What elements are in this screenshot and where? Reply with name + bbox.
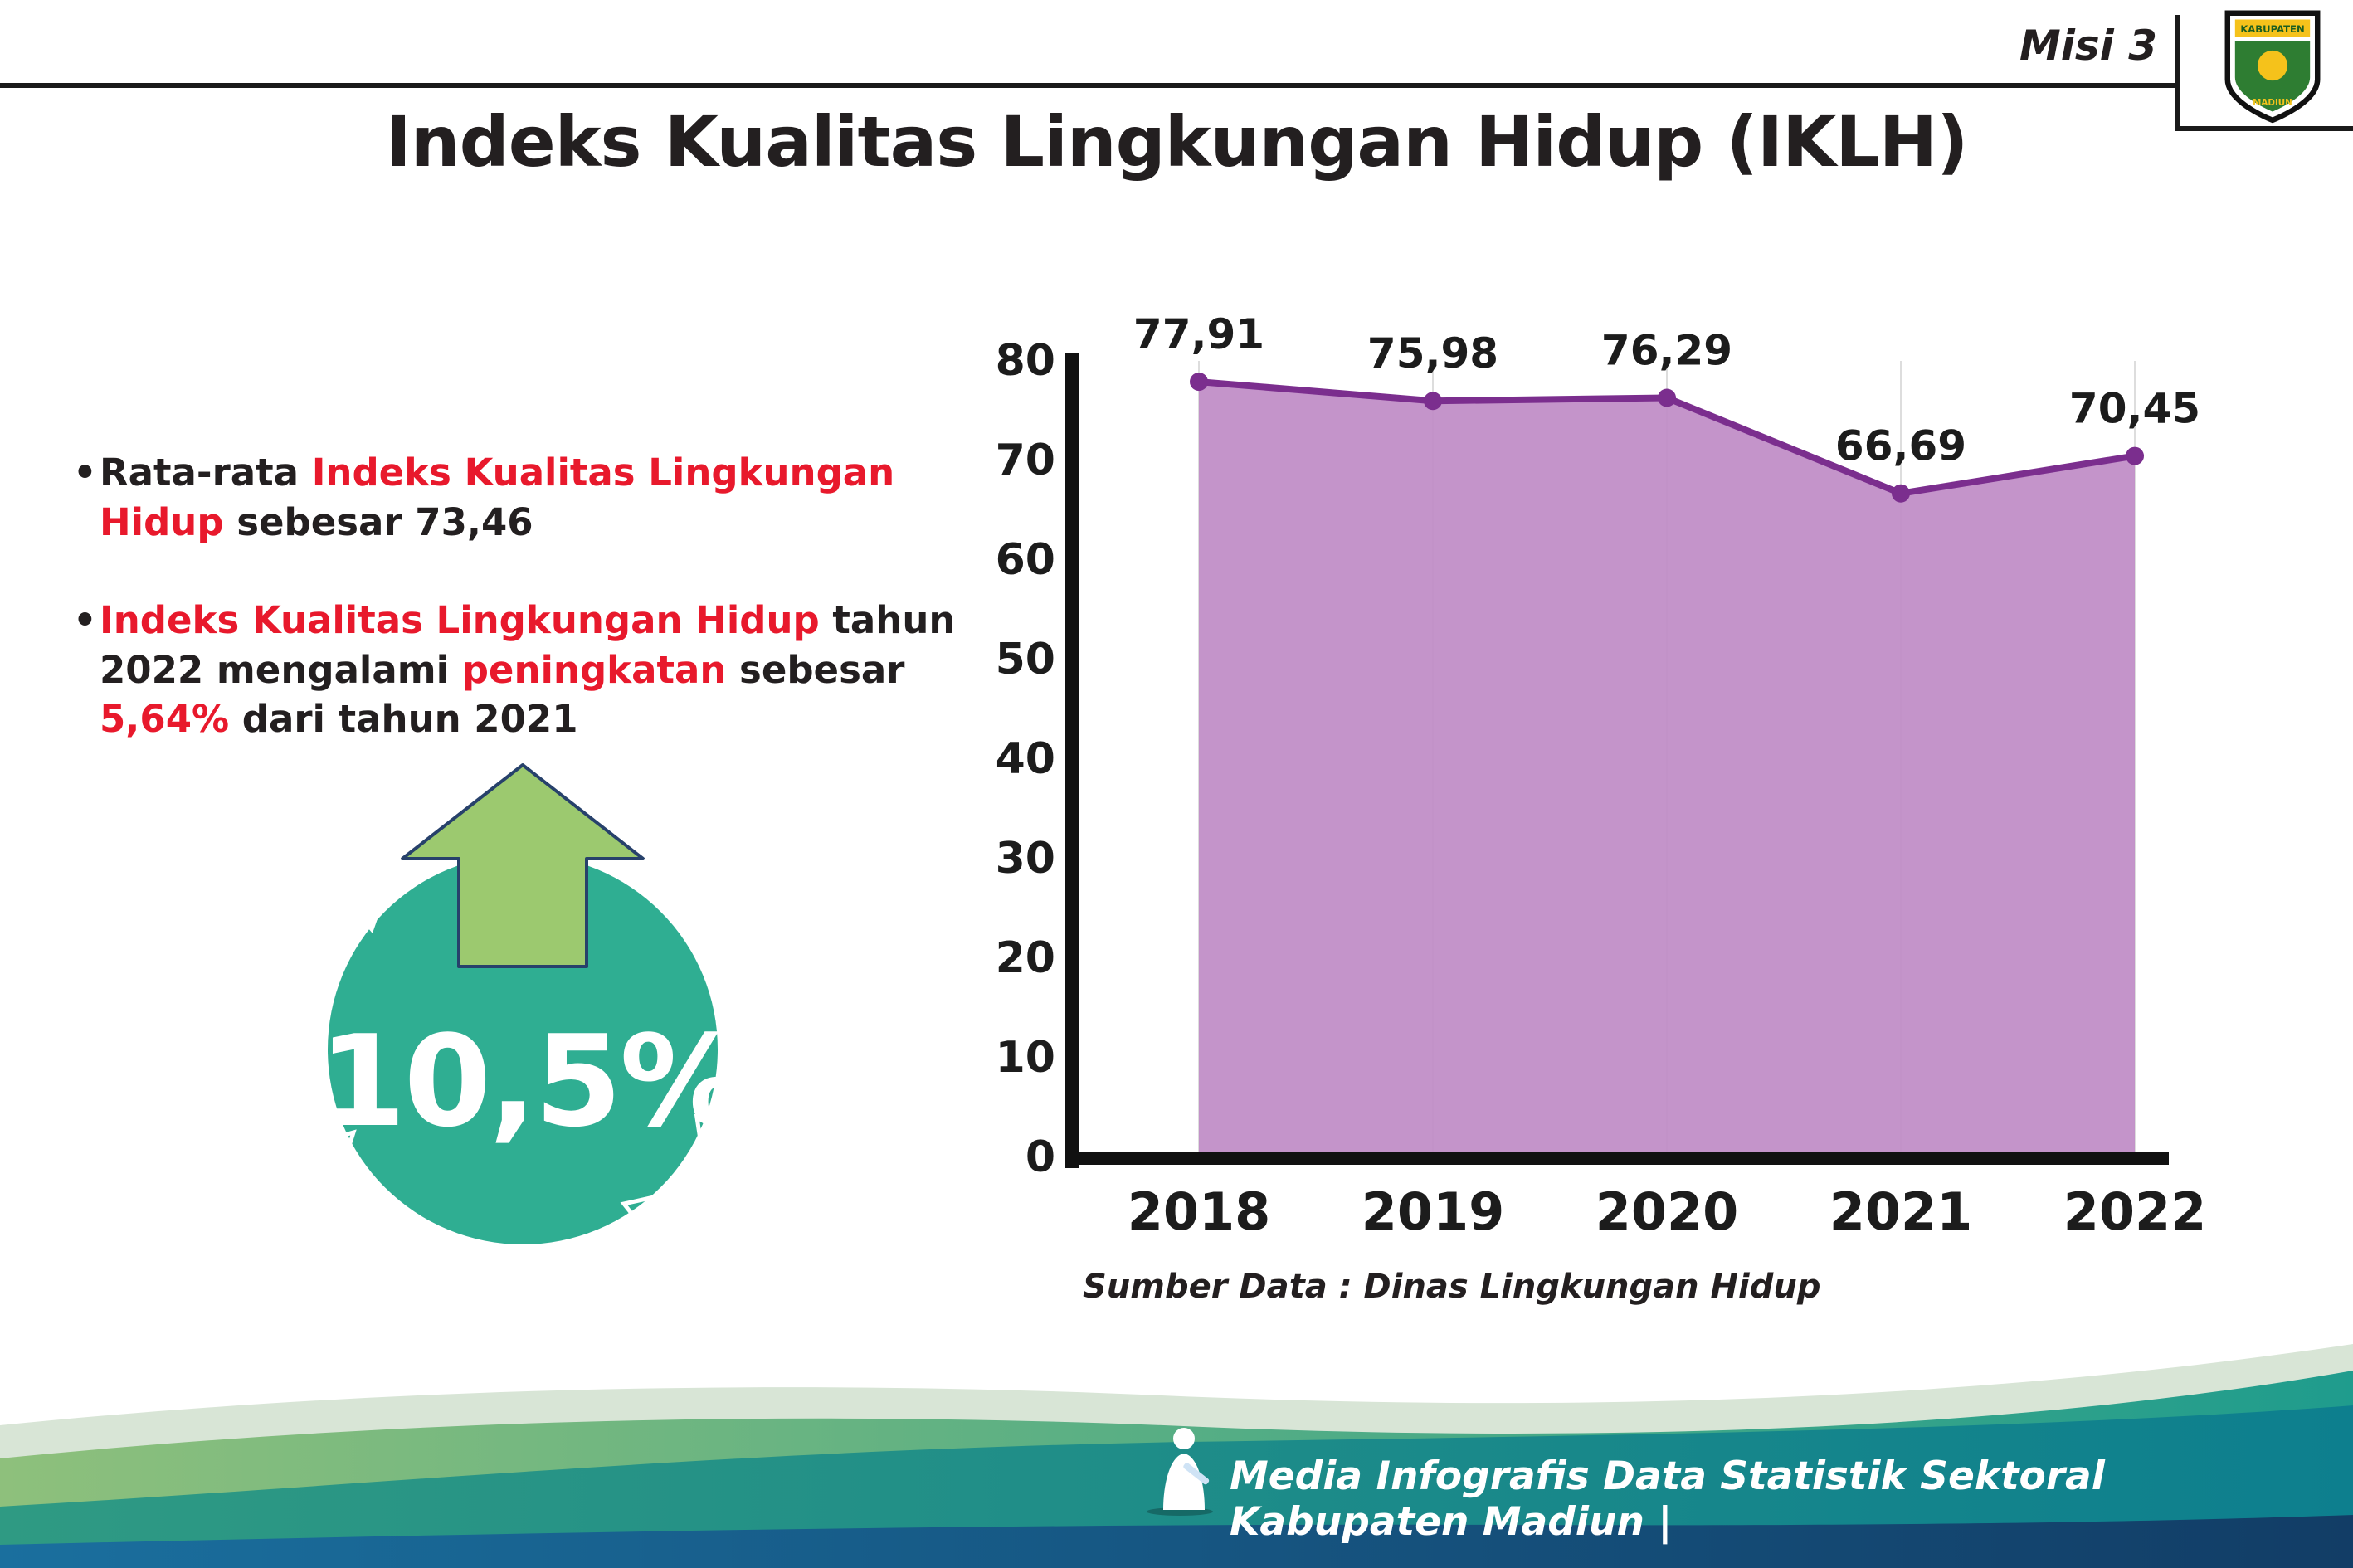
corner-vertical-rule	[2175, 15, 2180, 126]
up-arrow-shape	[401, 763, 645, 968]
crest-banner	[2234, 19, 2311, 37]
y-tick-label: 0	[1025, 1132, 1055, 1182]
wave-navy	[0, 1515, 2353, 1568]
iklh-area-chart: 77,91 75,98 76,29 66,69 70,45 0 10 20 30 40 50 60 70…	[996, 282, 2307, 1311]
data-point	[1190, 373, 1208, 392]
y-tick-label: 20	[996, 933, 1055, 983]
y-tick-label: 70	[996, 436, 1055, 485]
writer-pen	[1183, 1463, 1210, 1485]
writer-body	[1163, 1454, 1205, 1510]
bullet-text-segment-highlight: Indeks Kualitas Lingkungan Hidup	[100, 597, 820, 642]
summary-bullets: Rata-rata Indeks Kualitas Lingkungan Hid…	[73, 448, 961, 792]
badge-tick-triangles	[319, 888, 728, 1231]
y-tick-label: 50	[996, 635, 1055, 684]
bullet-text-segment: Rata-rata	[100, 450, 312, 494]
page-title: Indeks Kualitas Lingkungan Hidup (IKLH)	[385, 101, 1969, 183]
value-label: 77,91	[1133, 310, 1264, 358]
chart-canvas: 77,91 75,98 76,29 66,69 70,45 0 10 20 30 40 50 60 70…	[996, 310, 2207, 1242]
bullet-average-iklh: Rata-rata Indeks Kualitas Lingkungan Hid…	[73, 448, 961, 548]
bullet-text-segment: sebesar 73,46	[223, 499, 533, 544]
value-label: 66,69	[1835, 422, 1966, 470]
corner-horizontal-rule	[2175, 126, 2353, 131]
tick-triangle-icon	[319, 1129, 357, 1169]
bullet-text-segment-highlight: peningkatan	[461, 647, 727, 692]
footer-caption: Media Infografis Data Statistik Sektoral…	[1230, 1454, 2105, 1545]
crest-emblem	[2257, 50, 2288, 81]
bullet-text-segment: dari tahun 2021	[229, 697, 578, 742]
bullet-text-segment-highlight: 5,64%	[100, 697, 230, 742]
data-point	[1892, 484, 1910, 503]
y-tick-label: 10	[996, 1033, 1055, 1083]
y-tick-label: 60	[996, 535, 1055, 585]
bullet-text-segment: tahun 2022 mengalami	[100, 597, 956, 692]
tick-triangle-icon	[620, 1194, 658, 1231]
kabupaten-madiun-logo: KABUPATEN MADIUN	[2224, 10, 2321, 124]
x-axis-label: 2021	[1829, 1181, 1973, 1242]
y-tick-label: 40	[996, 734, 1055, 784]
value-label: 70,45	[2069, 385, 2200, 433]
up-arrow-icon	[401, 763, 645, 968]
tick-triangle-icon	[346, 893, 387, 933]
y-tick-label: 80	[996, 336, 1055, 386]
data-point	[1424, 392, 1442, 411]
x-axis	[1065, 1152, 2169, 1165]
misi-label: Misi 3	[2019, 22, 2157, 70]
x-axis-label: 2019	[1362, 1181, 1505, 1242]
crest-banner-text: KABUPATEN	[2240, 23, 2304, 35]
writer-icon	[1147, 1428, 1213, 1516]
data-point	[1658, 388, 1676, 407]
value-label: 75,98	[1367, 329, 1498, 377]
tick-triangle-icon	[694, 1113, 728, 1155]
increase-badge: 10,5%	[299, 743, 763, 1273]
value-label: 76,29	[1601, 327, 1732, 375]
bullet-text-segment-highlight: Indeks Kualitas Lingkungan Hidup	[100, 450, 895, 544]
crest-bottom-text: MADIUN	[2253, 98, 2292, 108]
bullet-text-segment: sebesar	[726, 647, 905, 692]
x-axis-label: 2018	[1128, 1181, 1271, 1242]
writer-head	[1173, 1428, 1195, 1449]
tick-triangle-icon	[684, 888, 719, 932]
source-caption: Sumber Data : Dinas Lingkungan Hidup	[1083, 1268, 1821, 1306]
increase-percentage: 10,5%	[318, 1008, 746, 1155]
x-axis-label: 2020	[1595, 1181, 1739, 1242]
bullet-increase-iklh: Indeks Kualitas Lingkungan Hidup tahun 2…	[73, 596, 961, 745]
header-rule	[0, 83, 2175, 88]
area-fill	[1199, 382, 2135, 1157]
y-tick-label: 30	[996, 834, 1055, 884]
x-axis-label: 2022	[2063, 1181, 2207, 1242]
y-axis	[1065, 353, 1079, 1168]
data-point	[2126, 446, 2144, 465]
